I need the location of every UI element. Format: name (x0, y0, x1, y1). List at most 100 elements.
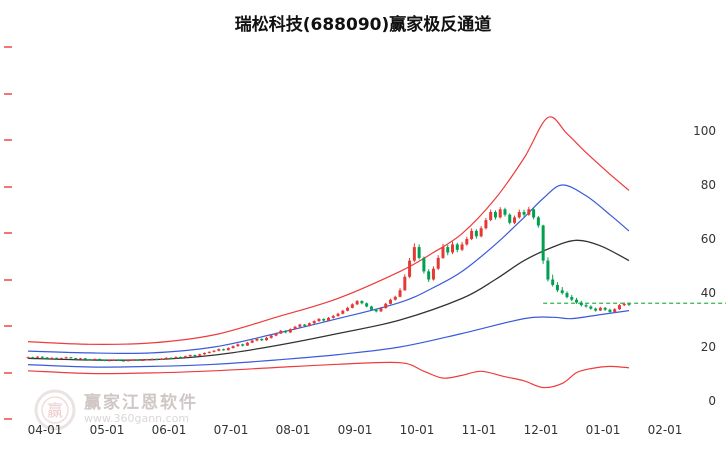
candle-body (555, 284, 559, 291)
candle-body (102, 359, 106, 361)
candle-body (398, 290, 402, 297)
candle-body (83, 358, 87, 360)
candle-body (575, 299, 579, 303)
x-axis-label: 06-01 (152, 423, 187, 437)
watermark: 赢 赢家江恩软件 www.360gann.com (33, 388, 198, 432)
chart-title: 瑞松科技(688090)赢家极反通道 (234, 15, 492, 35)
candle-body (193, 355, 197, 357)
candle-body (408, 260, 412, 277)
candle-body (584, 305, 588, 307)
watermark-text: 赢家江恩软件 www.360gann.com (84, 392, 198, 426)
candle-body (74, 358, 78, 360)
candle-body (384, 303, 388, 309)
candle-body (393, 296, 397, 300)
candle-body (317, 318, 321, 322)
candle-body (126, 360, 130, 362)
candle-body (36, 356, 40, 358)
y-axis-label: 100 (693, 124, 716, 138)
candle-body (489, 212, 493, 221)
candle-body (446, 247, 450, 253)
candle-body (303, 324, 307, 326)
candle-body (50, 357, 54, 359)
y-axis-label: 40 (701, 286, 716, 300)
channel-line-lower-inner-blue (27, 310, 630, 368)
candle-body (26, 357, 30, 359)
candle-body (369, 306, 373, 310)
candle-body (355, 301, 359, 305)
candle-body (174, 356, 178, 359)
candle-body (64, 357, 68, 359)
candle-body (198, 354, 202, 356)
candle-body (441, 247, 445, 258)
x-axis-label: 07-01 (214, 423, 249, 437)
y-axis-label: 0 (708, 394, 716, 408)
candle-body (255, 338, 259, 341)
candle-body (465, 239, 469, 245)
candle-body (389, 299, 393, 304)
candle-body (479, 228, 483, 237)
candle-body (613, 309, 617, 312)
candle-body (264, 337, 268, 341)
candle-body (427, 271, 431, 280)
candle-body (546, 260, 550, 280)
channel-line-upper-inner-blue (27, 184, 630, 355)
candle-body (536, 217, 540, 226)
candle-body (451, 244, 455, 253)
candle-body (31, 357, 35, 359)
candle-body (594, 308, 598, 311)
candle-body (145, 359, 149, 361)
candle-body (508, 214, 512, 223)
candle-body (69, 357, 73, 359)
candle-body (474, 230, 478, 237)
candle-body (88, 359, 92, 361)
candle-body (346, 307, 350, 311)
candle-body (503, 209, 507, 215)
candle-body (179, 356, 183, 358)
candle-body (417, 247, 421, 258)
candle-body (226, 348, 230, 351)
candle-body (93, 358, 97, 360)
candle-body (617, 305, 621, 310)
candle-body (560, 290, 564, 293)
candle-body (541, 225, 545, 261)
candle-body (298, 324, 302, 327)
candle-body (207, 351, 211, 353)
candle-body (269, 335, 273, 338)
candle-body (40, 356, 44, 358)
watermark-logo-icon: 赢 (34, 389, 76, 431)
candle-body (140, 359, 144, 361)
candle-body (169, 357, 173, 359)
x-axis-label: 05-01 (90, 423, 125, 437)
watermark-brand: 赢家江恩软件 (84, 392, 198, 413)
candle-body (212, 350, 216, 352)
candle-body (202, 352, 206, 355)
y-axis-label: 60 (701, 232, 716, 246)
candle-body (341, 310, 345, 314)
candle-body (498, 209, 502, 218)
candle-body (150, 358, 154, 360)
candle-body (288, 329, 292, 333)
candle-body (322, 318, 326, 321)
candle-body (532, 209, 536, 218)
x-axis-label: 02-01 (648, 423, 683, 437)
candle-body (117, 359, 121, 361)
candle-body (164, 357, 168, 359)
candle-body (245, 342, 249, 346)
x-axis-label: 08-01 (276, 423, 311, 437)
candle-body (598, 307, 602, 311)
candle-body (222, 349, 226, 351)
candle-body (579, 302, 583, 306)
candle-body (136, 359, 140, 361)
candle-body (59, 358, 63, 360)
candle-body (455, 244, 459, 250)
candle-body (250, 340, 254, 343)
candle-body (350, 304, 354, 308)
candle-body (236, 344, 240, 347)
candle-body (45, 357, 49, 359)
candle-body (155, 358, 159, 360)
x-axis-label: 01-01 (586, 423, 621, 437)
candle-body (513, 217, 517, 223)
candle-body (603, 307, 607, 310)
